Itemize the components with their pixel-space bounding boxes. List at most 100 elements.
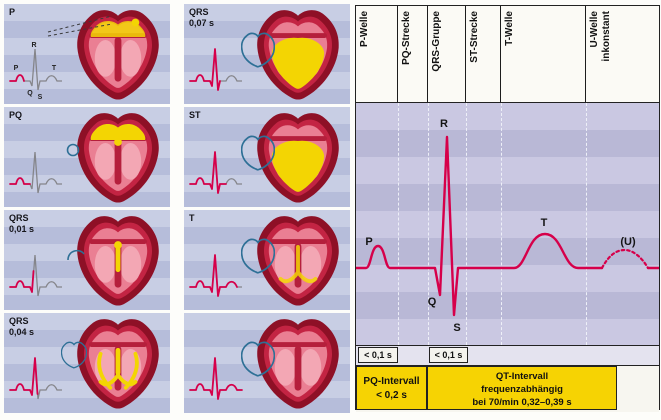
excited-region-outline bbox=[67, 249, 85, 261]
column-separator bbox=[501, 103, 502, 345]
excited-region-outline bbox=[241, 32, 275, 68]
interval-strip: PQ-Intervall < 0,2 s QT-Intervall freque… bbox=[356, 365, 659, 412]
pq-interval-title: PQ-Intervall bbox=[363, 376, 420, 387]
wave-label-q: Q bbox=[428, 296, 437, 308]
mini-ecg bbox=[189, 48, 242, 91]
mini-ecg-label-s: S bbox=[38, 94, 43, 101]
column-separator bbox=[398, 103, 399, 345]
phase-duration: 0,07 s bbox=[189, 17, 215, 28]
wave-label-t: T bbox=[541, 217, 548, 229]
heart-illustration bbox=[257, 216, 339, 306]
column-label: PQ-Strecke bbox=[401, 11, 412, 65]
mini-ecg bbox=[189, 254, 242, 297]
column-p-welle: P-Welle bbox=[356, 6, 398, 102]
phase-label: ST bbox=[189, 110, 201, 120]
panel-qrs-007: QRS 0,07 s bbox=[184, 4, 350, 104]
phase-duration: 0,01 s bbox=[9, 223, 35, 234]
column-separator bbox=[428, 103, 429, 345]
panel-st-segment: ST bbox=[184, 107, 350, 207]
mini-ecg-label-t: T bbox=[52, 65, 57, 72]
ecg-trace: P Q R S T (U) bbox=[356, 118, 659, 334]
panel-p-wave: P R P T Q S bbox=[4, 4, 170, 104]
heart-slot bbox=[250, 214, 346, 306]
phase-label: T bbox=[189, 213, 195, 223]
phase-label: QRS bbox=[9, 316, 29, 326]
heart-illustration bbox=[77, 216, 159, 306]
mini-ecg-label-p: P bbox=[14, 65, 19, 72]
pq-interval-box: PQ-Intervall < 0,2 s bbox=[356, 366, 427, 410]
column-separator bbox=[586, 103, 587, 345]
panel-label: T bbox=[189, 213, 195, 224]
panel-qrs-001: QRS 0,01 s bbox=[4, 210, 170, 310]
wave-label-p: P bbox=[365, 236, 372, 248]
mini-ecg bbox=[9, 151, 62, 194]
ecg-phase-panels: P R P T Q S bbox=[4, 4, 352, 413]
heart-slot bbox=[250, 8, 346, 100]
column-pq-strecke: PQ-Strecke bbox=[398, 6, 428, 102]
panel-label: P bbox=[9, 7, 15, 18]
panel-t-wave: T bbox=[184, 210, 350, 310]
heart-illustration bbox=[257, 113, 339, 203]
phase-label: P bbox=[9, 7, 16, 17]
wave-label-r: R bbox=[440, 118, 448, 130]
column-st-strecke: ST-Strecke bbox=[466, 6, 501, 102]
excited-region-outline bbox=[66, 143, 80, 157]
excited-region-outline bbox=[241, 238, 275, 274]
qt-interval-note: frequenzabhängig bbox=[481, 383, 563, 395]
duration-strip: < 0,1 s < 0,1 s bbox=[356, 346, 659, 365]
column-label: P-Welle bbox=[359, 11, 370, 47]
panel-label: QRS 0,07 s bbox=[189, 7, 214, 29]
phase-label: PQ bbox=[9, 110, 23, 120]
heart-slot bbox=[70, 111, 166, 203]
column-header: P-Welle PQ-Strecke QRS-Gruppe ST-Strecke… bbox=[356, 6, 659, 103]
heart-illustration bbox=[257, 10, 339, 100]
panel-label: QRS 0,01 s bbox=[9, 213, 34, 235]
ecg-plot-area: P Q R S T (U) bbox=[356, 103, 659, 346]
mini-ecg: R P T Q S bbox=[9, 42, 62, 101]
qt-interval-box: QT-Intervall frequenzabhängig bei 70/min… bbox=[427, 366, 617, 410]
wave-label-u: (U) bbox=[620, 236, 636, 248]
heart-slot bbox=[250, 317, 346, 409]
panel-cycle-end bbox=[184, 313, 350, 413]
mini-ecg bbox=[189, 357, 243, 400]
panel-pq-segment: PQ bbox=[4, 107, 170, 207]
panel-label: QRS 0,04 s bbox=[9, 316, 34, 338]
panel-label: ST bbox=[189, 110, 201, 121]
pointer-dashes bbox=[47, 15, 113, 37]
panel-grid: P R P T Q S bbox=[4, 4, 352, 413]
u-wave-dotted-line bbox=[600, 248, 650, 270]
pq-interval-value: < 0,2 s bbox=[376, 389, 407, 401]
heart-illustration bbox=[77, 319, 159, 409]
column-label: ST-Strecke bbox=[469, 11, 480, 63]
mini-ecg-label-r: R bbox=[31, 42, 36, 49]
excited-region-outline bbox=[61, 341, 87, 369]
qt-interval-value: bei 70/min 0,32–0,39 s bbox=[472, 396, 572, 408]
column-label: T-Welle bbox=[504, 11, 515, 46]
panel-label: PQ bbox=[9, 110, 22, 121]
heart-illustration bbox=[77, 10, 159, 100]
phase-duration: 0,04 s bbox=[9, 326, 35, 337]
column-qrs-gruppe: QRS-Gruppe bbox=[428, 6, 466, 102]
mini-ecg bbox=[9, 357, 62, 400]
column-u-welle: U-Welle inkonstant bbox=[586, 6, 659, 102]
p-duration-box: < 0,1 s bbox=[358, 347, 398, 363]
heart-slot bbox=[70, 317, 166, 409]
wave-label-s: S bbox=[453, 322, 460, 334]
mini-ecg-label-q: Q bbox=[27, 90, 33, 97]
column-label: QRS-Gruppe bbox=[431, 11, 442, 72]
ecg-trace-line bbox=[356, 135, 604, 317]
column-separator bbox=[466, 103, 467, 345]
panel-qrs-004: QRS 0,04 s bbox=[4, 313, 170, 413]
heart-illustration bbox=[257, 319, 339, 409]
column-label: U-Welle inkonstant bbox=[589, 11, 612, 62]
excited-region-outline bbox=[241, 341, 275, 377]
mini-ecg bbox=[9, 254, 62, 297]
phase-label: QRS bbox=[9, 213, 29, 223]
heart-slot bbox=[250, 111, 346, 203]
heart-illustration bbox=[77, 113, 159, 203]
mini-ecg bbox=[189, 151, 242, 194]
qrs-duration-box: < 0,1 s bbox=[429, 347, 468, 363]
ecg-interval-diagram: P-Welle PQ-Strecke QRS-Gruppe ST-Strecke… bbox=[355, 5, 660, 412]
column-t-welle: T-Welle bbox=[501, 6, 586, 102]
heart-slot bbox=[70, 214, 166, 306]
